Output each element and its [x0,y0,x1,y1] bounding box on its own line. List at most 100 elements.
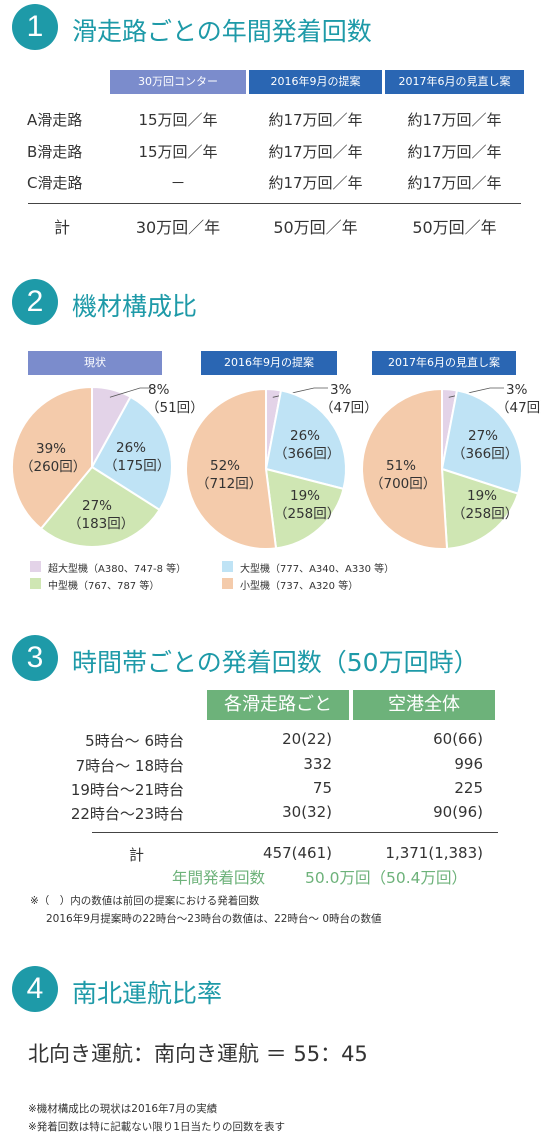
section2-title: 機材構成比 [72,292,198,321]
s1-cell: 15万回／年 [138,143,218,161]
s1-total-cell: 50万回／年 [273,218,358,237]
s1-total-label: 計 [54,218,71,237]
pie1-small-count: （712回） [196,476,263,492]
pie1-slice-medium [264,467,345,550]
s3-header-airport: 空港全体 [353,690,495,720]
legend-swatch-large [222,561,233,572]
pie0-small-count: （260回） [20,459,87,475]
s3-total-cell: 457(461) [263,844,332,862]
s3-cell: 225 [454,779,483,797]
s1-header-col1: 30万回コンター [110,70,246,94]
pie1-medium-pct: 19% [290,488,321,504]
s3-cell: 30(32) [282,803,332,821]
legend-swatch-super [30,561,41,572]
s3-cell: 996 [454,755,483,773]
legend-swatch-small [222,578,233,589]
pie0-large-count: （175回） [104,458,171,474]
s4-ratio-text: 北向き運航：南向き運航 ＝ 55：45 [28,1042,368,1066]
pie0-slice-large [90,395,173,512]
s1-cell: － [170,174,186,192]
s1-cell: 約17万回／年 [407,111,502,129]
s1-cell: 約17万回／年 [268,174,363,192]
footnote-2: ※発着回数は特に記載ない限り1日当たりの回数を表す [28,1121,285,1133]
s3-cell: 75 [312,779,332,797]
s3-row-label: 19時台～21時台 [70,781,184,799]
pie2-slice-large [440,389,523,495]
pie2-large-pct: 27% [468,428,499,444]
pie2-slice-small [361,387,449,550]
s1-cell: 約17万回／年 [407,174,502,192]
pie2-slice-medium [440,467,520,550]
section-number-1: 1 [12,4,58,50]
pie2-small-pct: 51% [386,458,417,474]
pie0-super-count: （51回） [146,400,204,416]
pie1-slice-small [185,387,278,550]
pie0-leader-line [109,387,154,398]
pie2-medium-pct: 19% [467,488,498,504]
pie2-super-count: （47回） [496,400,541,416]
section-number-3: 3 [12,635,58,681]
s1-cell: 約17万回／年 [407,143,502,161]
pie0-small-pct: 39% [36,441,67,457]
s1-total-cell: 50万回／年 [412,218,497,237]
pie2-medium-count: （258回） [452,506,519,522]
pie-chart-current [11,385,173,548]
s2-header-current: 現状 [28,351,162,375]
legend-label-large: 大型機（777、A340、A330 等） [240,564,395,575]
s1-cell: 約17万回／年 [268,143,363,161]
s3-note-1: ※（ ）内の数値は前回の提案における発着回数 [30,895,260,907]
s3-header-runway: 各滑走路ごと [207,690,349,720]
s3-annual-label: 年間発着回数 [172,869,266,887]
legend-label-small: 小型機（737、A320 等） [240,581,359,592]
s1-total-cell: 30万回／年 [135,218,221,237]
section-number-4: 4 [12,966,58,1012]
pie1-super-pct: 3% [330,382,352,398]
pie1-large-pct: 26% [290,428,321,444]
s3-total-cell: 1,371(1,383) [385,844,483,862]
s1-row-label: B滑走路 [27,143,83,161]
s3-row-label: 5時台～ 6時台 [85,732,184,750]
pie0-slice-medium [39,465,161,548]
s3-total-divider [92,832,498,833]
pie0-large-pct: 26% [116,440,147,456]
s1-header-col3: 2017年6月の見直し案 [385,70,524,94]
pie1-small-pct: 52% [210,458,241,474]
s3-cell: 90(96) [433,803,483,821]
pie1-medium-count: （258回） [274,506,341,522]
legend-label-super: 超大型機（A380、747-8 等） [48,564,187,575]
s1-cell: 約17万回／年 [268,111,363,129]
section-number-2: 2 [12,279,58,325]
s3-note-2: 2016年9月提案時の22時台～23時台の数値は、22時台～ 0時台の数値 [46,913,382,925]
section3-title: 時間帯ごとの発着回数（50万回時） [72,648,479,677]
pie2-super-pct: 3% [506,382,528,398]
pie0-slice-small [11,385,93,531]
section1-title: 滑走路ごとの年間発着回数 [72,17,372,46]
s3-row-label: 22時台～23時台 [70,805,184,823]
pie1-slice-large [264,389,347,491]
pie2-small-count: （700回） [370,476,437,492]
s2-header-2016: 2016年9月の提案 [201,351,337,375]
s3-total-label: 計 [129,846,145,864]
s2-header-2017: 2017年6月の見直し案 [372,351,516,375]
s1-row-label: C滑走路 [27,174,83,192]
s1-header-col2: 2016年9月の提案 [249,70,382,94]
pie-chart-2016 [185,387,347,550]
section4-title: 南北運航比率 [72,979,223,1008]
pie0-medium-pct: 27% [82,498,113,514]
legend-label-medium: 中型機（767、787 等） [48,581,160,592]
pie0-super-pct: 8% [148,382,170,398]
legend-swatch-medium [30,578,41,589]
s1-cell: 15万回／年 [138,111,218,129]
s3-cell: 20(22) [282,730,332,748]
pie1-large-count: （366回） [274,446,341,462]
pie-charts [11,385,523,550]
pie0-medium-count: （183回） [68,516,135,532]
s3-annual-value: 50.0万回（50.4万回） [305,869,468,887]
s3-cell: 60(66) [433,730,483,748]
footnote-1: ※機材構成比の現状は2016年7月の実績 [28,1103,218,1115]
pie-chart-2017 [361,387,523,550]
s3-cell: 332 [303,755,332,773]
s1-total-divider [28,203,521,204]
pie2-large-count: （366回） [452,446,519,462]
pie1-super-count: （47回） [320,400,378,416]
